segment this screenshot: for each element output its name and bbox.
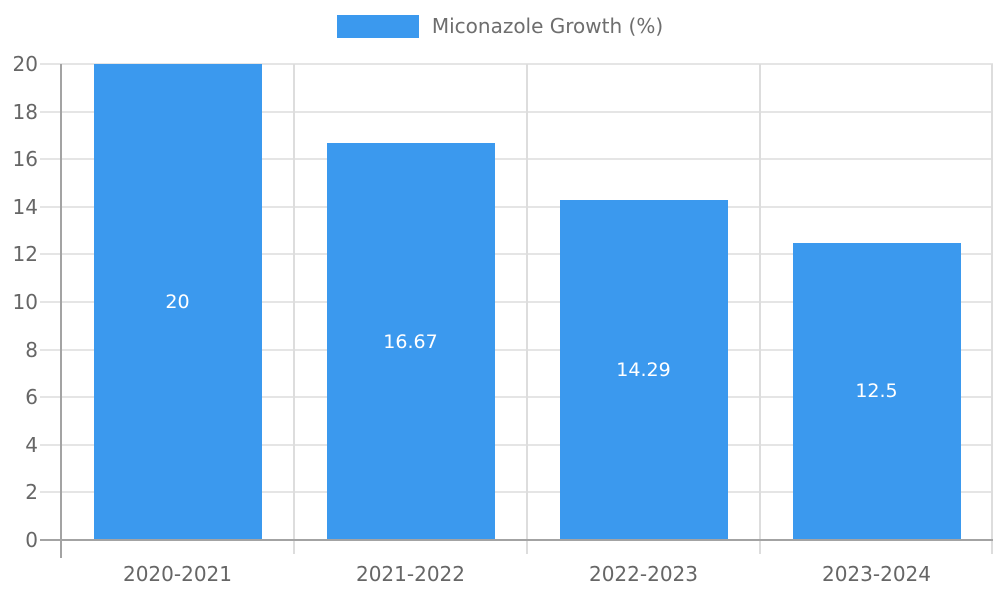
- gridline-horizontal: [40, 205, 993, 208]
- gridline-vertical: [293, 64, 295, 554]
- bar-value-label: 12.5: [855, 380, 898, 403]
- gridline-horizontal: [40, 253, 993, 256]
- x-tick-label: 2022-2023: [588, 562, 698, 586]
- bar: [93, 64, 262, 539]
- bar-value-label: 14.29: [616, 358, 671, 381]
- y-tick-label: 0: [25, 528, 38, 552]
- y-tick-label: 8: [25, 337, 38, 362]
- y-tick-label: 16: [12, 147, 38, 172]
- y-tick-label: 10: [12, 290, 38, 314]
- y-tick-label: 6: [25, 385, 38, 410]
- y-tick-label: 14: [12, 194, 38, 219]
- y-tick-label: 2: [25, 480, 38, 505]
- gridline-horizontal: [40, 158, 993, 161]
- x-tick-label: 2020-2021: [122, 562, 232, 586]
- bar: [559, 199, 728, 539]
- y-tick-label: 4: [25, 432, 38, 457]
- y-tick-label: 20: [12, 52, 38, 76]
- legend-label: Miconazole Growth (%): [431, 14, 664, 38]
- y-tick-label: 18: [12, 99, 38, 124]
- bar: [792, 242, 961, 539]
- gridline-horizontal: [40, 63, 993, 65]
- gridline-horizontal: [40, 110, 993, 113]
- bar-value-label: 20: [165, 291, 190, 313]
- gridline-horizontal: [40, 491, 993, 494]
- legend: Miconazole Growth (%): [0, 14, 1000, 38]
- x-axis-line: [40, 539, 993, 541]
- y-tick-label: 12: [12, 242, 38, 267]
- gridline-horizontal: [40, 396, 993, 399]
- x-tick-label: 2023-2024: [821, 562, 931, 586]
- gridline-vertical: [759, 64, 761, 554]
- bar-value-label: 16.67: [383, 330, 438, 353]
- bar: [326, 143, 495, 539]
- gridline-vertical: [526, 64, 528, 554]
- plot-right-border: [991, 64, 993, 554]
- x-tick-label: 2021-2022: [355, 562, 465, 586]
- gridline-horizontal: [40, 301, 993, 303]
- legend-swatch: [336, 14, 419, 38]
- gridline-horizontal: [40, 443, 993, 446]
- gridline-horizontal: [40, 348, 993, 351]
- y-axis-line: [60, 64, 62, 558]
